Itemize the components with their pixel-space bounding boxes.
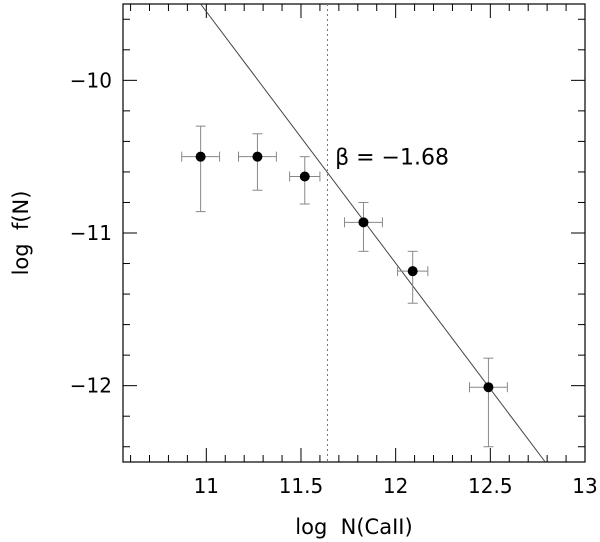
y-axis-title: log f(N)	[9, 191, 33, 276]
data-point	[469, 357, 508, 448]
x-tick-label: 11.5	[279, 474, 324, 498]
x-axis-title: log N(CaII)	[295, 515, 412, 539]
y-tick-label: −11	[70, 221, 112, 245]
data-marker	[299, 171, 310, 182]
y-tick-label: −10	[70, 68, 112, 92]
ticks	[123, 4, 586, 462]
data-marker	[252, 151, 263, 162]
x-tick-label: 13	[572, 474, 597, 498]
data-point	[238, 133, 277, 191]
data-marker	[407, 266, 418, 277]
data-point	[397, 250, 429, 304]
slope-annotation: β = −1.68	[335, 146, 449, 171]
data-marker	[358, 217, 369, 228]
x-tick-label: 12.5	[468, 474, 513, 498]
x-tick-label: 11	[194, 474, 219, 498]
data-point	[289, 156, 321, 205]
data-marker	[483, 382, 494, 393]
data-point	[181, 125, 221, 213]
data-point	[344, 201, 383, 252]
plot-frame	[122, 3, 586, 463]
tick-labels: 11 11.5 12 12.5 13 −10 −11 −12	[70, 68, 598, 498]
x-tick-label: 12	[383, 474, 408, 498]
y-tick-label: −12	[70, 374, 112, 398]
data-marker	[195, 151, 206, 162]
fit-line	[200, 3, 546, 463]
data-points	[181, 125, 508, 448]
